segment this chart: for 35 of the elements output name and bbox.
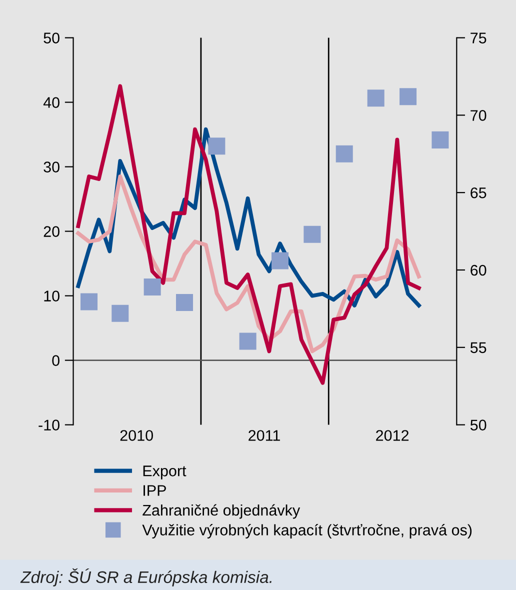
- y2-tick-label: 70: [470, 110, 486, 121]
- legend-label: Export: [143, 466, 186, 480]
- point: [304, 226, 321, 243]
- y2-tick-label: 75: [470, 32, 486, 44]
- point: [144, 278, 161, 296]
- point: [208, 138, 226, 155]
- text: Zdroj: ŠÚ SR a Európska komisia.: [20, 568, 272, 586]
- point: [336, 145, 353, 162]
- y-tick-label: -10: [38, 420, 60, 430]
- x-tick-label: 2010: [120, 430, 153, 441]
- point: [432, 131, 449, 148]
- legend-label: Zahraničné objednávky: [142, 504, 300, 519]
- line-series: [76, 174, 421, 354]
- y2-tick-label: 55: [470, 342, 486, 354]
- y-tick-label: 50: [44, 32, 60, 44]
- y2-tick-label: 65: [470, 187, 486, 198]
- point: [272, 252, 289, 270]
- y-tick-label: 0: [52, 355, 60, 366]
- legend-label: IPP: [144, 485, 166, 496]
- x-tick-label: 2012: [376, 430, 409, 441]
- legend-label: Využitie výrobných kapacít (štvrťročne, pravá os): [142, 524, 472, 538]
- y2-tick-label: 50: [470, 420, 486, 430]
- line-series: [76, 84, 421, 385]
- point: [239, 332, 256, 350]
- point: [80, 293, 98, 310]
- y-tick-label: 30: [44, 162, 60, 172]
- point: [367, 90, 384, 107]
- y-tick-label: 20: [44, 226, 60, 237]
- y-tick-label: 10: [44, 290, 60, 302]
- y-tick-label: 40: [43, 97, 60, 108]
- point: [176, 294, 194, 311]
- point: [400, 88, 417, 106]
- point: [112, 304, 129, 322]
- y2-tick-label: 60: [470, 264, 486, 276]
- x-tick-label: 2011: [248, 430, 280, 441]
